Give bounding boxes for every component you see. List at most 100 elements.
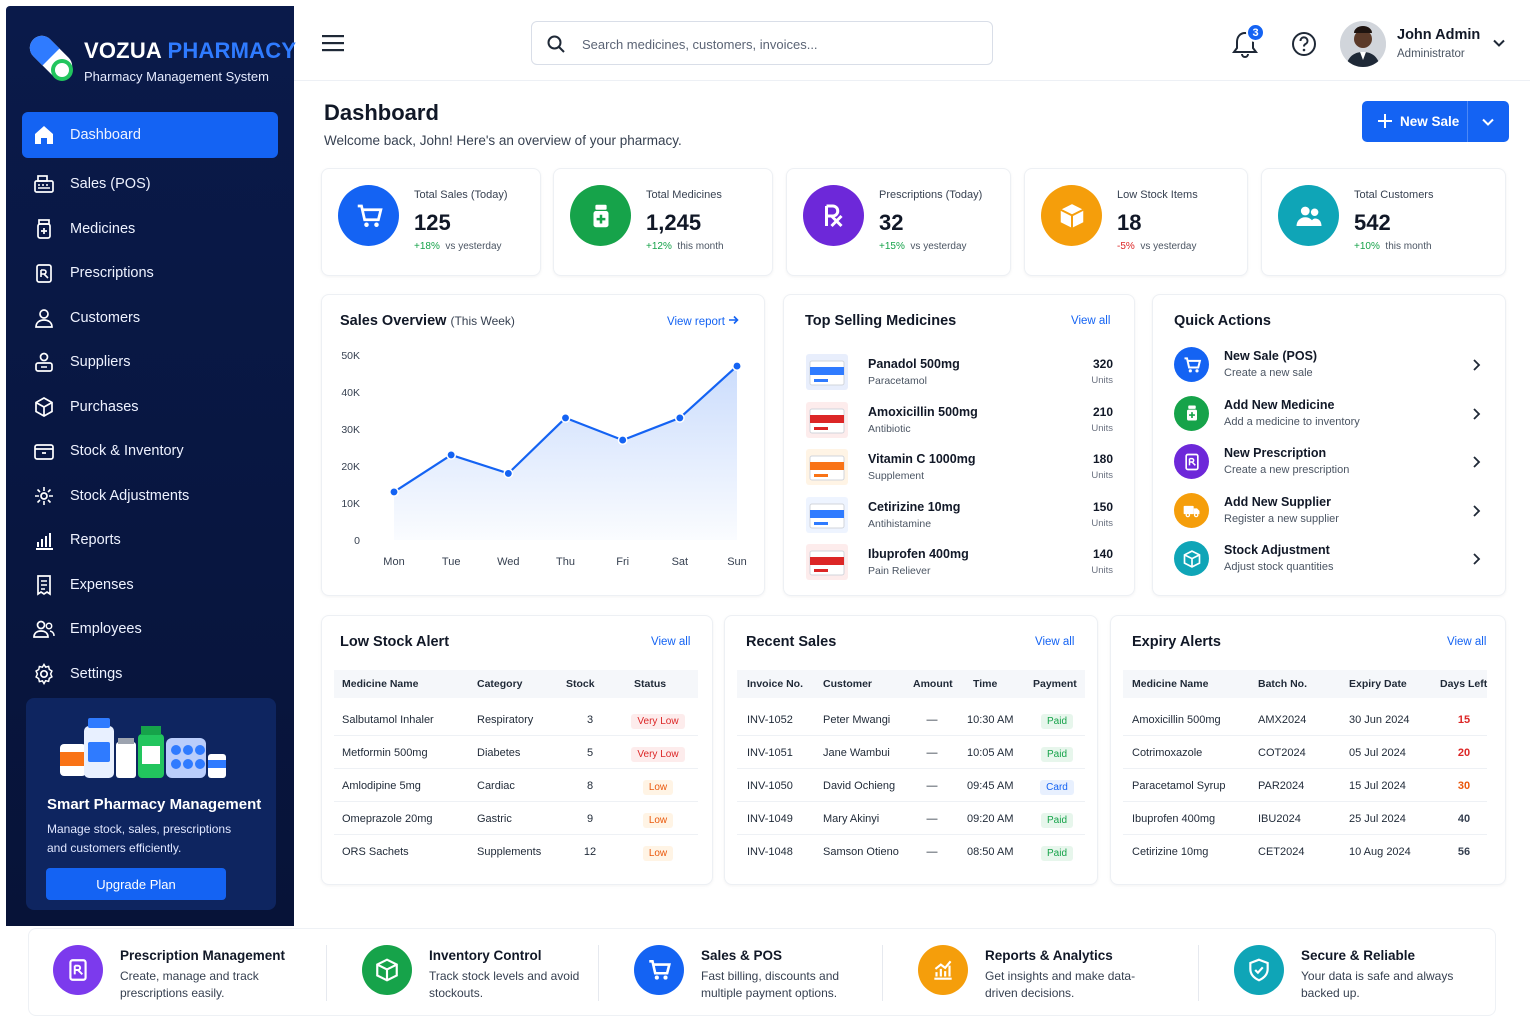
medicine-name: Metformin 500mg (342, 747, 428, 759)
table-row[interactable]: Paracetamol Syrup PAR2024 15 Jul 2024 30 (1123, 770, 1487, 802)
view-report-link[interactable]: View report (667, 315, 739, 328)
table-row[interactable]: Amoxicillin 500mg AMX2024 30 Jun 2024 15 (1123, 704, 1487, 736)
table-row[interactable]: INV-1051 Jane Wambui — 10:05 AM Paid (737, 737, 1085, 769)
sidebar-item-customers[interactable]: Customers (22, 296, 278, 341)
sidebar-item-prescriptions[interactable]: Prescriptions (22, 251, 278, 296)
medicine-category: Pain Reliever (868, 565, 931, 577)
medicine-package-icon (806, 354, 848, 390)
sidebar-item-dashboard[interactable]: Dashboard (22, 112, 278, 158)
new-sale-button[interactable]: New Sale (1362, 101, 1509, 142)
top-selling-card: Top Selling Medicines View all Panadol 5… (783, 294, 1135, 596)
column-header: Amount (913, 678, 953, 690)
stat-card[interactable]: Total Customers 542 +10% this month (1261, 168, 1506, 276)
recent-sales-title: Recent Sales (746, 634, 837, 650)
medicine-name: Ibuprofen 400mg (868, 547, 969, 561)
stat-card[interactable]: Total Medicines 1,245 +12% this month (553, 168, 773, 276)
adjust-icon (32, 484, 56, 508)
top-selling-item[interactable]: Panadol 500mg Paracetamol 320 Units (784, 351, 1136, 395)
quick-action-icon-circle (1174, 541, 1209, 577)
stat-card[interactable]: Prescriptions (Today) 32 +15% vs yesterday (786, 168, 1011, 276)
feature-title: Secure & Reliable (1301, 948, 1416, 963)
expiry-date: 30 Jun 2024 (1349, 714, 1410, 726)
table-row[interactable]: INV-1049 Mary Akinyi — 09:20 AM Paid (737, 803, 1085, 835)
column-header: Customer (823, 678, 873, 690)
sidebar-item-expenses[interactable]: Expenses (22, 563, 278, 608)
table-row[interactable]: Cotrimoxazole COT2024 05 Jul 2024 20 (1123, 737, 1487, 769)
sale-amount: — (926, 780, 938, 792)
recent-sales-view-all-link[interactable]: View all (1035, 636, 1075, 648)
table-row[interactable]: INV-1048 Samson Otieno — 08:50 AM Paid (737, 836, 1085, 868)
user-avatar-icon (1340, 21, 1386, 67)
top-selling-item[interactable]: Vitamin C 1000mg Supplement 180 Units (784, 446, 1136, 490)
sidebar-item-medicines[interactable]: Medicines (22, 207, 278, 252)
search-icon (547, 35, 565, 53)
top-selling-view-all-link[interactable]: View all (1071, 315, 1111, 327)
feature-desc: Get insights and make data-driven decisi… (985, 969, 1136, 1000)
column-header: Payment (1033, 678, 1077, 690)
table-row[interactable]: ORS Sachets Supplements 12 Low (334, 836, 698, 868)
top-selling-item[interactable]: Amoxicillin 500mg Antibiotic 210 Units (784, 399, 1136, 443)
table-row[interactable]: Omeprazole 20mg Gastric 9 Low (334, 803, 698, 835)
analytics-icon (934, 960, 952, 980)
quick-actions-card: Quick Actions New Sale (POS) Create a new… (1152, 294, 1506, 596)
quick-action-item[interactable]: Add New Supplier Register a new supplier (1153, 491, 1507, 535)
sidebar-item-suppliers[interactable]: Suppliers (22, 340, 278, 385)
sidebar-item-reports[interactable]: Reports (22, 518, 278, 563)
sidebar-item-sales-pos[interactable]: Sales (POS) (22, 162, 278, 207)
quick-action-item[interactable]: Add New Medicine Add a medicine to invent… (1153, 394, 1507, 438)
x-tick-label: Wed (497, 556, 519, 568)
sidebar-item-label: Reports (70, 532, 121, 549)
sales-data-point (446, 449, 457, 460)
table-row[interactable]: INV-1052 Peter Mwangi — 10:30 AM Paid (737, 704, 1085, 736)
sidebar-item-purchases[interactable]: Purchases (22, 385, 278, 430)
help-icon[interactable] (1291, 31, 1317, 57)
chevron-down-icon[interactable] (1481, 115, 1495, 129)
top-selling-item[interactable]: Ibuprofen 400mg Pain Reliever 140 Units (784, 541, 1136, 585)
quick-actions-title: Quick Actions (1174, 313, 1271, 329)
expiry-view-all-link[interactable]: View all (1447, 636, 1487, 648)
low-stock-view-all-link[interactable]: View all (651, 636, 691, 648)
feature-desc: Your data is safe and always backed up. (1301, 969, 1454, 1000)
search-input[interactable]: Search medicines, customers, invoices... (531, 21, 993, 65)
stat-change-value: +10% (1354, 241, 1380, 252)
search-placeholder: Search medicines, customers, invoices... (582, 37, 818, 52)
sidebar-item-settings[interactable]: Settings (22, 652, 278, 697)
table-row[interactable]: Cetirizine 10mg CET2024 10 Aug 2024 56 (1123, 836, 1487, 868)
batch-number: PAR2024 (1258, 780, 1305, 792)
units-label: Units (1091, 470, 1113, 481)
batch-number: COT2024 (1258, 747, 1306, 759)
column-header: Category (477, 678, 523, 690)
feature-title: Inventory Control (429, 948, 542, 963)
brand-logo[interactable]: VOZUA PHARMACY Pharmacy Management Syste… (24, 26, 296, 96)
avatar[interactable] (1340, 21, 1386, 67)
sidebar-item-stock-inventory[interactable]: Stock & Inventory (22, 429, 278, 474)
upgrade-plan-button[interactable]: Upgrade Plan (46, 868, 226, 900)
table-row[interactable]: INV-1050 David Ochieng — 09:45 AM Card (737, 770, 1085, 802)
stat-card[interactable]: Total Sales (Today) 125 +18% vs yesterday (321, 168, 541, 276)
sidebar: VOZUA PHARMACY Pharmacy Management Syste… (6, 6, 296, 926)
sidebar-item-stock-adjustments[interactable]: Stock Adjustments (22, 474, 278, 519)
stat-icon-circle (338, 185, 399, 246)
table-row[interactable]: Amlodipine 5mg Cardiac 8 Low (334, 770, 698, 802)
quick-action-icon-circle (1174, 492, 1209, 528)
sidebar-item-label: Prescriptions (70, 265, 154, 282)
stat-card[interactable]: Low Stock Items 18 -5% vs yesterday (1024, 168, 1248, 276)
quick-action-item[interactable]: New Prescription Create a new prescriptio… (1153, 442, 1507, 486)
sidebar-item-employees[interactable]: Employees (22, 607, 278, 652)
quick-action-item[interactable]: Stock Adjustment Adjust stock quantities (1153, 539, 1507, 583)
sidebar-item-label: Dashboard (70, 127, 141, 143)
top-selling-item[interactable]: Cetirizine 10mg Antihistamine 150 Units (784, 494, 1136, 538)
table-row[interactable]: Salbutamol Inhaler Respiratory 3 Very Low (334, 704, 698, 736)
feature-item: Secure & Reliable Your data is safe and a… (1234, 929, 1494, 1017)
hamburger-menu-icon[interactable] (322, 34, 344, 52)
stat-change: +12% this month (646, 241, 724, 252)
customer-name: Jane Wambui (823, 747, 890, 759)
units-sold: 320 (1092, 357, 1113, 371)
stat-period: vs yesterday (910, 241, 967, 252)
table-row[interactable]: Ibuprofen 400mg IBU2024 25 Jul 2024 40 (1123, 803, 1487, 835)
stat-value: 542 (1354, 210, 1391, 235)
chevron-right-icon (1473, 359, 1481, 371)
quick-action-item[interactable]: New Sale (POS) Create a new sale (1153, 345, 1507, 389)
table-row[interactable]: Metformin 500mg Diabetes 5 Very Low (334, 737, 698, 769)
chevron-down-icon[interactable] (1492, 36, 1506, 50)
